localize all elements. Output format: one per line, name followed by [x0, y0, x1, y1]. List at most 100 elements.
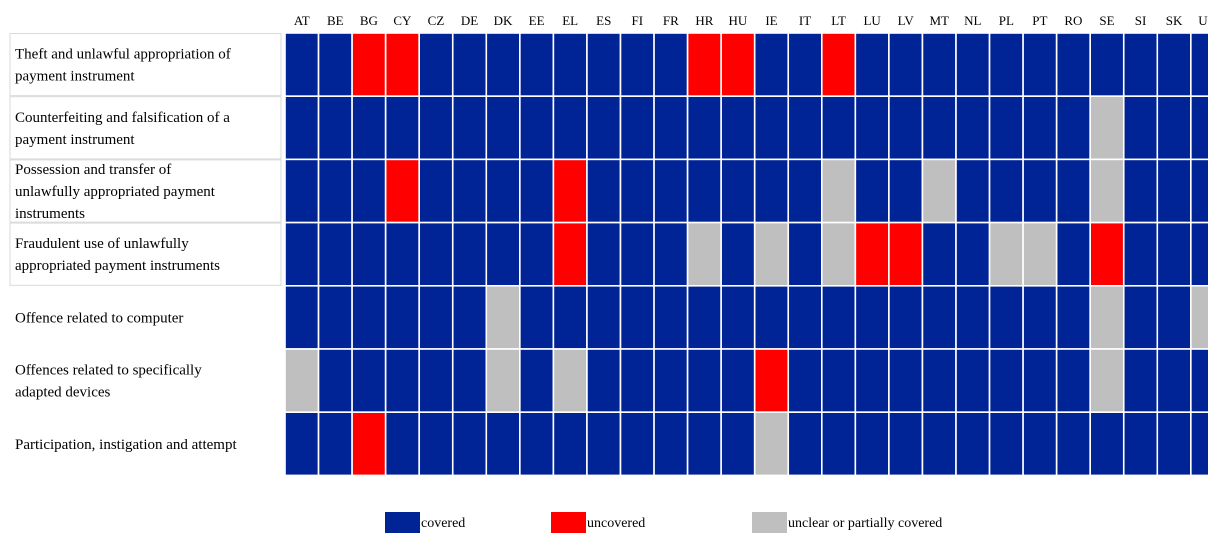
- cell-ie-3: [753, 158, 790, 224]
- row-label: Possession and transfer of unlawfully app…: [15, 162, 216, 222]
- cell-uk-5: [1190, 284, 1208, 350]
- cell-pl-1: [988, 32, 1024, 98]
- cell-bg-6: [351, 348, 387, 414]
- cell-fi-5: [619, 284, 655, 350]
- cell-lu-4: [854, 221, 890, 287]
- cell-lv-5: [888, 284, 924, 350]
- cell-se-7: [1089, 411, 1125, 477]
- cell-cy-7: [384, 411, 420, 477]
- column-header-bg: BG: [360, 13, 378, 28]
- cell-se-6: [1089, 348, 1125, 414]
- column-header-cz: CZ: [428, 13, 445, 28]
- cell-lu-7: [854, 411, 890, 477]
- cell-lt-7: [820, 411, 857, 477]
- cell-at-1: [284, 32, 320, 98]
- row-label: Counterfeiting and falsification of a pay…: [15, 110, 230, 148]
- cell-at-3: [284, 158, 320, 224]
- row-label: Fraudulent use of unlawfully appropriated…: [15, 236, 220, 274]
- cell-dk-4: [485, 221, 521, 287]
- cell-el-7: [552, 411, 588, 477]
- cell-fi-3: [619, 158, 655, 224]
- cell-sk-4: [1156, 221, 1192, 287]
- cell-lv-3: [888, 158, 924, 224]
- cell-ie-1: [753, 32, 790, 98]
- cell-it-5: [787, 284, 823, 350]
- row-label: Participation, instigation and attempt: [15, 437, 237, 453]
- cell-nl-5: [955, 284, 991, 350]
- column-header-be: BE: [327, 13, 344, 28]
- cell-fr-4: [653, 221, 689, 287]
- cell-hr-1: [686, 32, 722, 98]
- cell-ie-5: [753, 284, 790, 350]
- cell-es-6: [586, 348, 622, 414]
- cell-uk-3: [1190, 158, 1208, 224]
- column-header-cy: CY: [393, 13, 412, 28]
- column-header-it: IT: [799, 13, 811, 28]
- cell-dk-5: [485, 284, 521, 350]
- cell-fi-1: [619, 32, 655, 98]
- cell-cz-7: [418, 411, 454, 477]
- cell-ie-6: [753, 348, 790, 414]
- cell-sk-1: [1156, 32, 1192, 98]
- cell-lv-6: [888, 348, 924, 414]
- cell-nl-3: [955, 158, 991, 224]
- cell-uk-7: [1190, 411, 1208, 477]
- cell-se-4: [1089, 221, 1125, 287]
- cell-cy-3: [384, 158, 420, 224]
- cell-de-2: [451, 95, 488, 161]
- cell-lt-3: [820, 158, 857, 224]
- cell-fr-6: [653, 348, 689, 414]
- cell-si-6: [1122, 348, 1159, 414]
- cell-pl-3: [988, 158, 1024, 224]
- cell-pl-2: [988, 95, 1024, 161]
- cell-fr-2: [653, 95, 689, 161]
- cell-be-7: [317, 411, 353, 477]
- column-header-se: SE: [1099, 13, 1114, 28]
- cell-hu-1: [720, 32, 756, 98]
- cell-ro-6: [1055, 348, 1092, 414]
- cell-mt-5: [921, 284, 957, 350]
- cell-fr-3: [653, 158, 689, 224]
- cell-lt-4: [820, 221, 857, 287]
- cell-lv-2: [888, 95, 924, 161]
- cell-de-6: [451, 348, 488, 414]
- cell-uk-6: [1190, 348, 1208, 414]
- cell-el-3: [552, 158, 588, 224]
- cell-pl-6: [988, 348, 1024, 414]
- cell-be-1: [317, 32, 353, 98]
- legend-label-uncovered: uncovered: [587, 516, 645, 531]
- cell-pl-5: [988, 284, 1024, 350]
- cell-cz-2: [418, 95, 454, 161]
- cell-pt-7: [1022, 411, 1058, 477]
- cell-es-5: [586, 284, 622, 350]
- cell-dk-3: [485, 158, 521, 224]
- cell-se-2: [1089, 95, 1125, 161]
- row-label: Offences related to specifically adapted …: [15, 363, 202, 401]
- cell-nl-6: [955, 348, 991, 414]
- cell-pt-5: [1022, 284, 1058, 350]
- cell-sk-6: [1156, 348, 1192, 414]
- column-header-lt: LT: [831, 13, 846, 28]
- column-header-pl: PL: [999, 13, 1014, 28]
- cell-si-4: [1122, 221, 1159, 287]
- cell-ro-3: [1055, 158, 1092, 224]
- column-header-es: ES: [596, 13, 611, 28]
- cell-fr-1: [653, 32, 689, 98]
- column-header-ro: RO: [1064, 13, 1082, 28]
- cell-lu-2: [854, 95, 890, 161]
- cell-dk-2: [485, 95, 521, 161]
- cell-it-1: [787, 32, 823, 98]
- cell-es-1: [586, 32, 622, 98]
- cell-dk-6: [485, 348, 521, 414]
- row-label-box: [9, 222, 282, 286]
- cell-si-7: [1122, 411, 1159, 477]
- cell-lv-7: [888, 411, 924, 477]
- column-header-el: EL: [562, 13, 578, 28]
- cell-dk-1: [485, 32, 521, 98]
- cell-mt-6: [921, 348, 957, 414]
- cell-ee-5: [519, 284, 555, 350]
- cell-at-4: [284, 221, 320, 287]
- cell-dk-7: [485, 411, 521, 477]
- cell-bg-7: [351, 411, 387, 477]
- cell-be-3: [317, 158, 353, 224]
